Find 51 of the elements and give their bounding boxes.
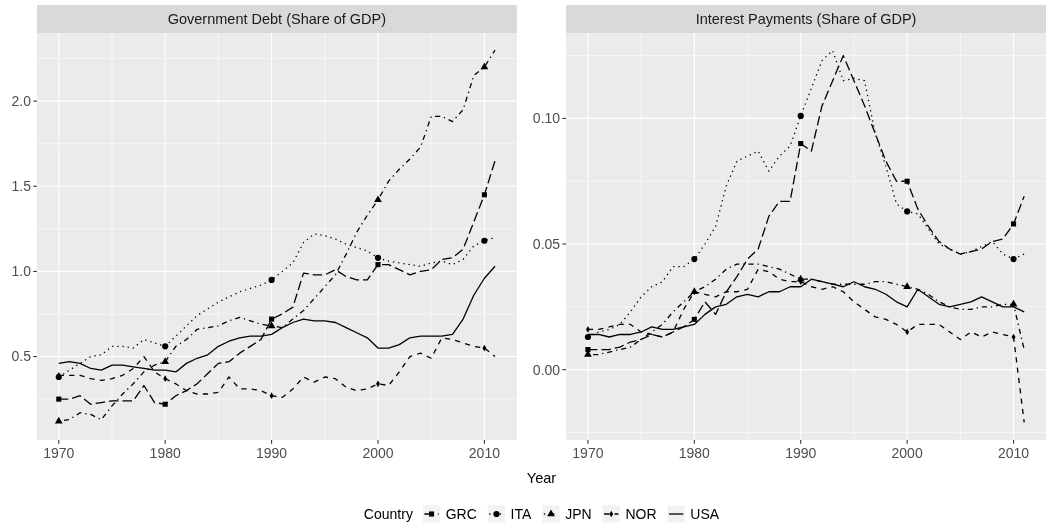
- point: [161, 357, 170, 364]
- point: [691, 316, 697, 322]
- legend-label: NOR: [625, 505, 657, 522]
- legend-label: ITA: [510, 505, 533, 522]
- y-tick-label: 1.5: [11, 178, 32, 195]
- point: [268, 276, 275, 284]
- x-tick-label: 2000: [891, 444, 923, 461]
- point: [481, 237, 488, 244]
- x-tick-label: 1990: [785, 444, 817, 461]
- point: [1010, 256, 1017, 263]
- point: [481, 192, 487, 198]
- x-tick-label: 2010: [997, 444, 1030, 461]
- point: [797, 112, 804, 120]
- y-tick-label: 0.05: [532, 235, 561, 252]
- y-tick-label: 2.0: [11, 93, 32, 110]
- point: [1009, 299, 1018, 307]
- point: [269, 316, 275, 322]
- point: [1011, 221, 1017, 227]
- point: [375, 262, 381, 268]
- y-tick-label: 0.5: [11, 348, 32, 365]
- legend-label: GRC: [445, 505, 477, 522]
- x-tick-label: 1980: [149, 444, 181, 461]
- x-tick-label: 1980: [678, 444, 711, 461]
- point: [904, 208, 911, 215]
- point: [267, 321, 276, 329]
- legend-title: Country: [363, 505, 413, 522]
- legend-label: JPN: [565, 505, 592, 522]
- point: [162, 401, 168, 407]
- point: [374, 254, 382, 261]
- x-tick-label: 2000: [362, 444, 394, 461]
- point: [903, 282, 912, 289]
- chart-title: Interest Payments (Share of GDP): [695, 11, 917, 28]
- x-tick-label: 1970: [43, 444, 75, 461]
- point: [56, 396, 62, 402]
- x-tick-label: 1990: [256, 444, 288, 461]
- y-tick-label: 0.10: [532, 110, 561, 127]
- point: [54, 416, 63, 424]
- x-axis-title: Year: [526, 470, 557, 487]
- x-tick-label: 2010: [468, 444, 501, 461]
- chart-title: Government Debt (Share of GDP): [167, 11, 387, 28]
- point: [374, 195, 382, 203]
- point: [584, 333, 592, 341]
- y-tick-label: 0.00: [532, 361, 561, 378]
- point: [904, 178, 910, 184]
- legend-label: USA: [690, 505, 720, 522]
- point: [691, 256, 698, 263]
- x-tick-label: 1970: [572, 444, 604, 461]
- point: [798, 140, 804, 147]
- y-tick-label: 1.0: [11, 263, 32, 280]
- point: [162, 343, 169, 350]
- point: [585, 326, 590, 333]
